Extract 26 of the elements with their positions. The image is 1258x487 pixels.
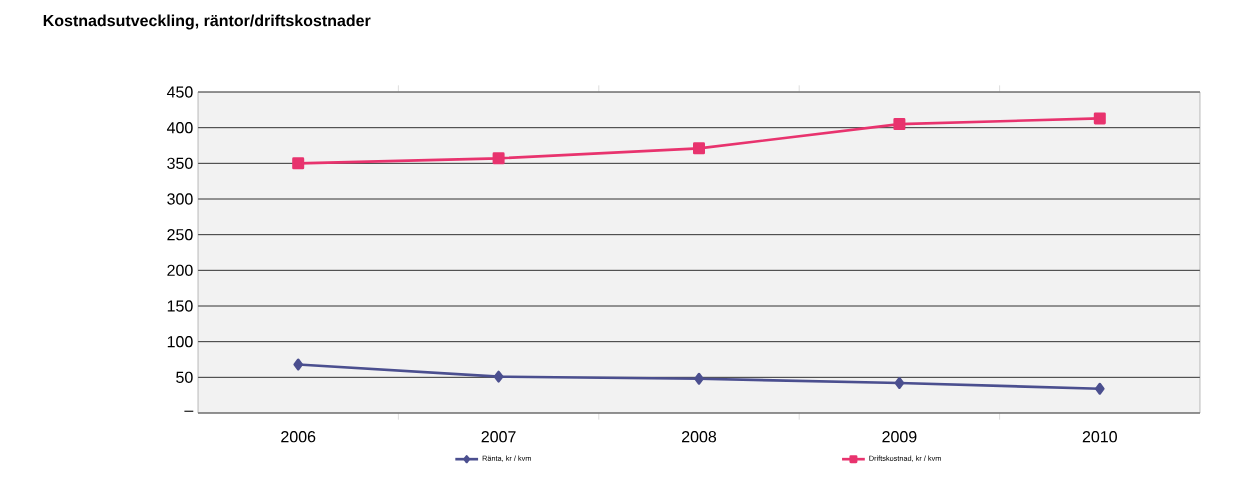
y-tick-label: 450 bbox=[166, 86, 193, 98]
y-tick-label: 400 bbox=[166, 122, 193, 134]
x-tick-label: 2008 bbox=[682, 431, 717, 443]
x-tick-label: 2007 bbox=[481, 431, 516, 443]
y-tick-label: 50 bbox=[176, 371, 193, 383]
y-tick-label: 150 bbox=[167, 300, 193, 312]
chart-title: Kostnadsutveckling, räntor/driftskostnader bbox=[43, 14, 371, 30]
y-tick-label: – bbox=[184, 410, 194, 412]
y-tick-label: 250 bbox=[167, 229, 193, 241]
point bbox=[492, 152, 505, 165]
y-tick-label: 350 bbox=[167, 157, 193, 169]
y-tick-label: 100 bbox=[167, 336, 193, 348]
point bbox=[893, 118, 906, 131]
point bbox=[692, 142, 706, 155]
point bbox=[293, 358, 304, 371]
point bbox=[894, 377, 905, 390]
point bbox=[1093, 112, 1106, 125]
y-tick-label: 200 bbox=[167, 264, 193, 276]
x-tick-label: 2006 bbox=[281, 431, 316, 443]
x-tick-label: 2010 bbox=[1082, 431, 1117, 443]
x-tick-label: 2009 bbox=[882, 431, 917, 443]
y-tick-label: 300 bbox=[167, 193, 193, 205]
point bbox=[1094, 382, 1105, 395]
point bbox=[292, 157, 305, 170]
point bbox=[493, 370, 504, 383]
point bbox=[694, 372, 704, 385]
